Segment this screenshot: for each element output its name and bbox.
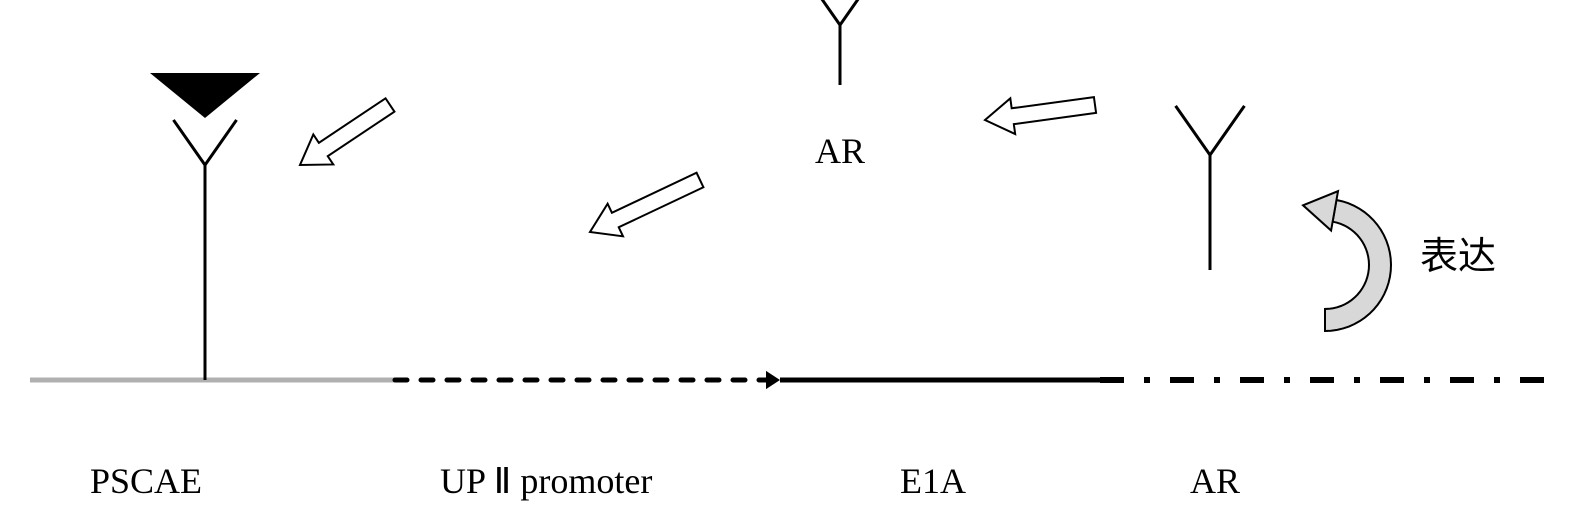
segment-up2-arrowhead (766, 371, 780, 389)
label-e1a: E1A (900, 460, 966, 502)
label-express: 表达 (1420, 225, 1496, 280)
arrow-2 (582, 164, 707, 249)
receptor-mid (785, 0, 895, 85)
curved-arrow-band (1325, 200, 1391, 331)
label-pscae: PSCAE (90, 460, 202, 502)
label-ar-segment: AR (1190, 460, 1240, 502)
label-up2-promoter: UP Ⅱ promoter (440, 460, 652, 502)
arrow-1 (290, 90, 400, 180)
arrow-3 (983, 87, 1098, 138)
curved-arrow-head (1303, 191, 1338, 230)
receptor-left-ligand (150, 73, 260, 118)
label-ar-mid: AR (815, 130, 865, 172)
diagram-canvas (0, 0, 1574, 513)
receptor-left (150, 73, 260, 380)
receptor-right (1176, 106, 1245, 270)
